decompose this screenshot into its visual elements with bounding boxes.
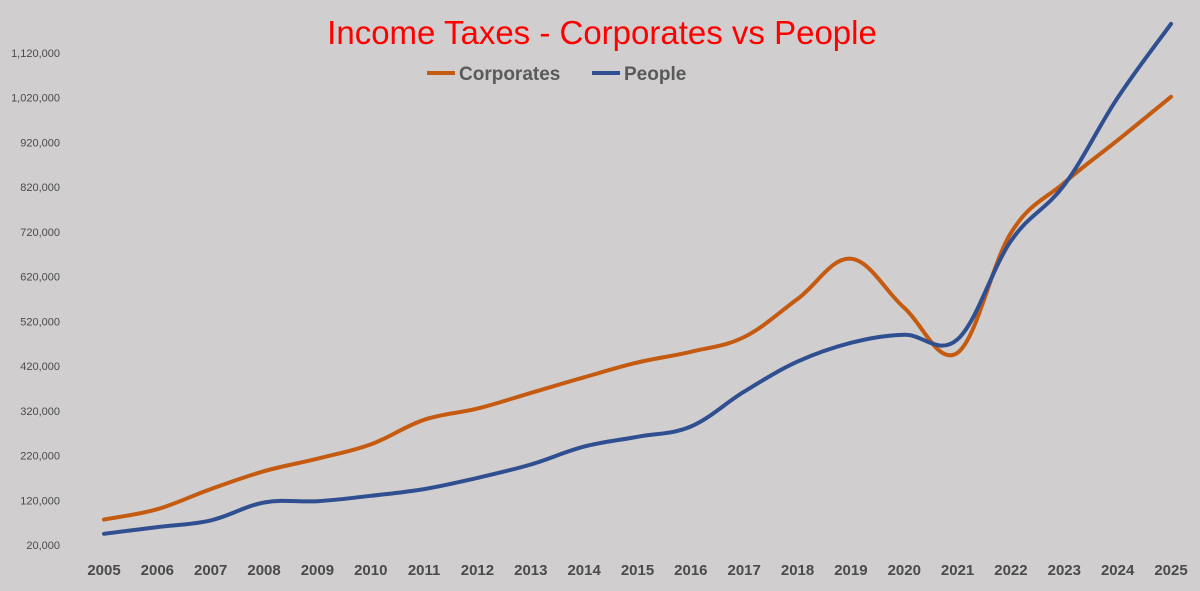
legend: Corporates People	[427, 64, 686, 85]
x-tick-label: 2007	[194, 562, 227, 579]
x-tick-label: 2015	[621, 562, 654, 579]
y-axis: 20,000 120,000 220,000 320,000 420,000 520,00…	[11, 48, 60, 552]
x-tick-label: 2016	[674, 562, 707, 579]
y-tick-label: 820,000	[20, 182, 60, 194]
y-tick-label: 1,120,000	[11, 48, 60, 60]
x-tick-label: 2019	[834, 562, 867, 579]
x-tick-label: 2013	[514, 562, 547, 579]
y-tick-label: 1,020,000	[11, 93, 60, 105]
x-tick-label: 2006	[141, 562, 174, 579]
x-tick-label: 2014	[567, 562, 601, 579]
chart-title: Income Taxes - Corporates vs People	[327, 14, 877, 51]
plot-area	[102, 21, 1173, 536]
x-tick-label: 2021	[941, 562, 974, 579]
x-tick-label: 2010	[354, 562, 387, 579]
x-tick-label: 2025	[1154, 562, 1187, 579]
series-line-people	[102, 21, 1173, 536]
legend-label-corporates: Corporates	[459, 64, 560, 85]
y-tick-label: 220,000	[20, 451, 60, 463]
x-tick-label: 2024	[1101, 562, 1135, 579]
x-tick-label: 2005	[87, 562, 120, 579]
x-axis: 2005 2006 2007 2008 2009 2010 2011 2012 2013 2014…	[87, 562, 1187, 579]
y-tick-label: 20,000	[26, 540, 60, 552]
x-tick-label: 2023	[1048, 562, 1081, 579]
legend-label-people: People	[624, 64, 686, 85]
y-tick-label: 920,000	[20, 137, 60, 149]
x-tick-label: 2008	[247, 562, 280, 579]
y-tick-label: 320,000	[20, 406, 60, 418]
y-tick-label: 720,000	[20, 227, 60, 239]
x-tick-label: 2022	[994, 562, 1027, 579]
x-tick-label: 2009	[301, 562, 334, 579]
x-tick-label: 2020	[888, 562, 921, 579]
y-tick-label: 420,000	[20, 361, 60, 373]
x-tick-label: 2011	[408, 562, 441, 579]
x-tick-label: 2018	[781, 562, 814, 579]
series-line-corporates	[102, 94, 1173, 522]
x-tick-label: 2017	[728, 562, 761, 579]
y-tick-label: 120,000	[20, 495, 60, 507]
x-tick-label: 2012	[461, 562, 494, 579]
y-tick-label: 620,000	[20, 272, 60, 284]
y-tick-label: 520,000	[20, 316, 60, 328]
